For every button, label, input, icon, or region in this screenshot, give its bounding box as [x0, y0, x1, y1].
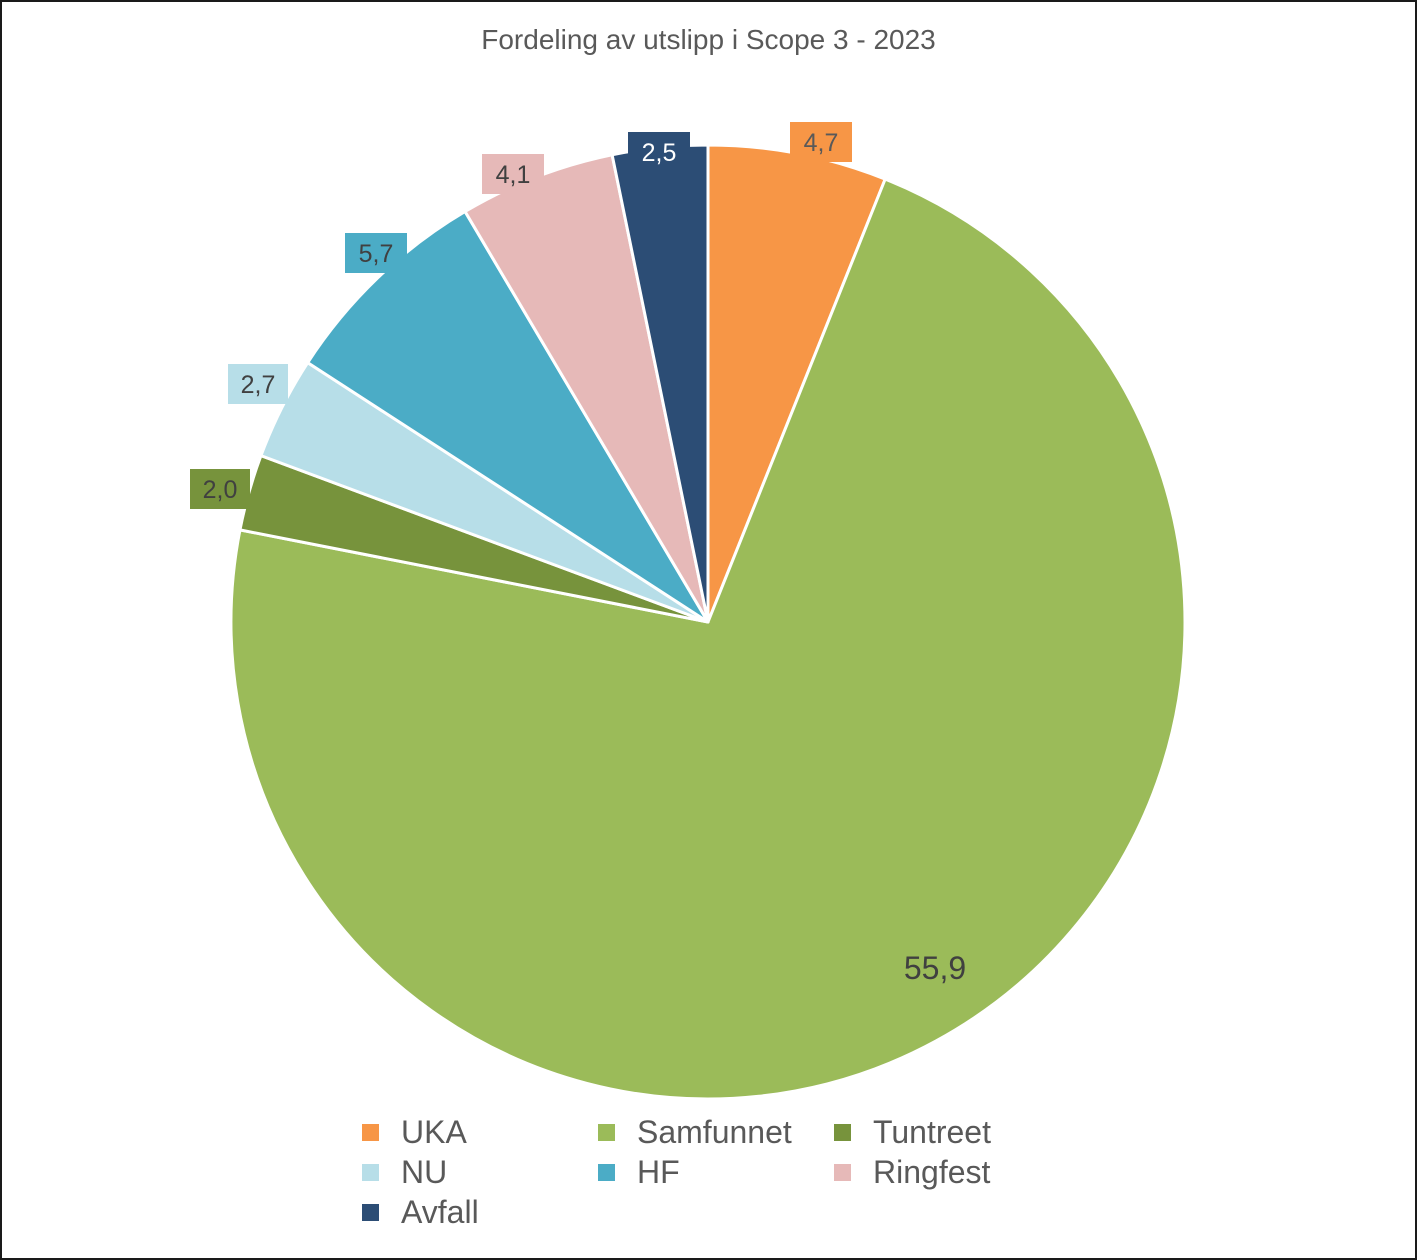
- legend-swatch: [362, 1123, 379, 1141]
- legend-label: HF: [637, 1153, 680, 1190]
- data-label-avfall: 2,5: [628, 132, 690, 172]
- data-label-box: [190, 469, 250, 509]
- data-label-text: 5,7: [359, 240, 394, 268]
- data-label-text: 2,5: [642, 139, 677, 167]
- data-label-tuntreet: 2,0: [190, 469, 250, 509]
- legend-item-uka: UKA: [362, 1114, 467, 1150]
- data-label-text: 4,1: [496, 161, 531, 189]
- data-label-box: [790, 122, 852, 162]
- pie-slice-hf: [306, 210, 710, 624]
- legend-item-ringfest: Ringfest: [834, 1154, 990, 1190]
- data-label-samfunnet: 55,9: [904, 950, 966, 986]
- data-label-box: [228, 364, 288, 404]
- pie-slice-samfunnet: [229, 177, 1187, 1101]
- data-label-nu: 2,7: [228, 364, 288, 404]
- legend-label: Tuntreet: [873, 1113, 991, 1150]
- legend-swatch: [598, 1123, 615, 1141]
- data-label-text: 55,9: [904, 950, 966, 986]
- legend-swatch: [598, 1163, 615, 1181]
- legend-swatch: [834, 1123, 851, 1141]
- legend-swatch: [834, 1163, 851, 1181]
- legend-swatch: [362, 1203, 379, 1221]
- chart-title: Fordeling av utslipp i Scope 3 - 2023: [481, 24, 936, 55]
- data-label-box: [628, 132, 690, 172]
- data-label-box: [482, 154, 544, 194]
- legend-item-nu: NU: [362, 1154, 447, 1190]
- data-label-text: 4,7: [804, 129, 839, 157]
- data-label-box: [345, 233, 407, 273]
- data-label-hf: 5,7: [345, 233, 407, 273]
- legend-item-samfunnet: Samfunnet: [598, 1114, 792, 1150]
- data-label-text: 2,0: [203, 476, 238, 504]
- legend-item-tuntreet: Tuntreet: [834, 1114, 991, 1150]
- legend-label: NU: [401, 1153, 448, 1190]
- legend-swatch: [362, 1163, 379, 1181]
- legend-label: Ringfest: [873, 1153, 991, 1190]
- data-label-ringfest: 4,1: [482, 154, 544, 194]
- legend-item-avfall: Avfall: [362, 1194, 479, 1230]
- data-label-uka: 4,7: [790, 122, 852, 162]
- data-label-text: 2,7: [241, 371, 276, 399]
- legend-label: Avfall: [401, 1193, 479, 1230]
- legend-item-hf: HF: [598, 1154, 680, 1190]
- legend-label: UKA: [401, 1113, 467, 1150]
- legend-label: Samfunnet: [637, 1113, 792, 1150]
